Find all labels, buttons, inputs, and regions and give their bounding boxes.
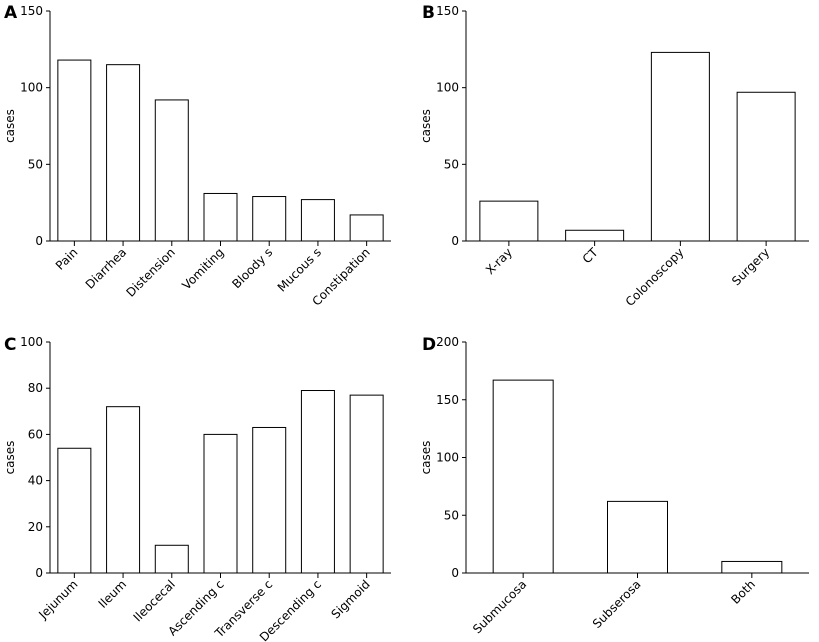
- x-tick-label-b-colonoscopy: Colonoscopy: [623, 245, 687, 309]
- x-tick-label-b-ct: CT: [580, 245, 601, 266]
- y-tick-label-d-0: 0: [451, 566, 459, 580]
- panel-letter-c: C: [4, 335, 16, 355]
- bar-a-diarrhea: [106, 64, 141, 242]
- y-tick-label-d-50: 50: [444, 508, 459, 522]
- bar-a-pain: [57, 59, 92, 242]
- y-tick-label-d-100: 100: [436, 451, 459, 465]
- bar-d-both: [721, 560, 783, 574]
- y-tick-label-a-0: 0: [35, 234, 43, 248]
- x-tick-label-d-submucosa: Submucosa: [470, 577, 529, 636]
- panel-letter-a: A: [4, 3, 18, 23]
- x-tick-label-a-mucous-s: Mucous s: [275, 245, 324, 294]
- bar-a-distension: [154, 99, 189, 242]
- bar-c-ileocecal: [154, 544, 189, 574]
- bar-a-constipation: [349, 214, 384, 242]
- x-tick-label-a-vomiting: Vomiting: [179, 245, 226, 292]
- bar-c-descending-c: [300, 390, 335, 574]
- bar-c-sigmoid: [349, 394, 384, 574]
- x-tick-label-a-bloody-s: Bloody s: [229, 245, 275, 291]
- bar-a-bloody-s: [252, 196, 287, 242]
- x-tick-label-a-distension: Distension: [123, 245, 177, 299]
- bar-b-x-ray: [479, 200, 539, 242]
- x-tick-label-d-both: Both: [728, 577, 758, 607]
- y-tick-label-c-60: 60: [28, 427, 43, 441]
- panel-letter-d: D: [422, 335, 436, 355]
- y-tick-label-b-100: 100: [436, 81, 459, 95]
- bar-b-surgery: [736, 91, 796, 242]
- y-tick-label-c-20: 20: [28, 520, 43, 534]
- x-tick-label-a-diarrhea: Diarrhea: [83, 245, 129, 291]
- bar-a-vomiting: [203, 192, 238, 242]
- y-tick-label-c-100: 100: [20, 335, 43, 349]
- y-axis-label-b: cases: [419, 109, 433, 143]
- bar-a-mucous-s: [300, 199, 335, 242]
- bar-c-jejunum: [57, 447, 92, 574]
- y-tick-label-d-200: 200: [436, 335, 459, 349]
- panel-letter-b: B: [422, 3, 435, 23]
- bar-c-ileum: [106, 406, 141, 574]
- y-tick-label-b-0: 0: [451, 234, 459, 248]
- panel-d: D 0 50 100 150 200 cases Submucosa Subserosa Bot…: [419, 335, 809, 636]
- panel-b: B 0 50 100 150 cases X-ray CT Colonoscopy Surger…: [419, 3, 809, 309]
- y-tick-label-a-100: 100: [20, 81, 43, 95]
- x-tick-label-c-ileum: Ileum: [96, 577, 130, 611]
- x-tick-label-c-sigmoid: Sigmoid: [329, 577, 373, 621]
- y-tick-label-b-50: 50: [444, 157, 459, 171]
- x-tick-label-a-pain: Pain: [53, 245, 81, 273]
- bar-b-ct: [565, 229, 625, 242]
- x-tick-label-b-x-ray: X-ray: [483, 245, 515, 277]
- bar-c-transverse-c: [252, 426, 287, 574]
- y-axis-label-a: cases: [3, 109, 17, 143]
- bar-c-ascending-c: [203, 433, 238, 574]
- y-tick-label-c-0: 0: [35, 566, 43, 580]
- y-tick-label-d-150: 150: [436, 393, 459, 407]
- y-axis-label-c: cases: [3, 441, 17, 475]
- y-tick-label-c-40: 40: [28, 474, 43, 488]
- y-axis-label-d: cases: [419, 441, 433, 475]
- y-tick-label-c-80: 80: [28, 381, 43, 395]
- panel-c: C 0 20 40 60 80 100 cases Jejunum Ileum Ileocecal…: [3, 335, 391, 642]
- bar-d-subserosa: [607, 500, 668, 574]
- y-tick-label-a-150: 150: [20, 4, 43, 18]
- y-tick-label-a-50: 50: [28, 157, 43, 171]
- bar-d-submucosa: [492, 379, 554, 574]
- x-tick-label-b-surgery: Surgery: [729, 245, 772, 288]
- x-tick-label-c-jejunum: Jejunum: [35, 577, 80, 622]
- y-tick-label-b-150: 150: [436, 4, 459, 18]
- x-tick-label-d-subserosa: Subserosa: [590, 577, 644, 631]
- bar-b-colonoscopy: [650, 51, 710, 242]
- x-tick-label-c-ileocecal: Ileocecal: [131, 577, 178, 624]
